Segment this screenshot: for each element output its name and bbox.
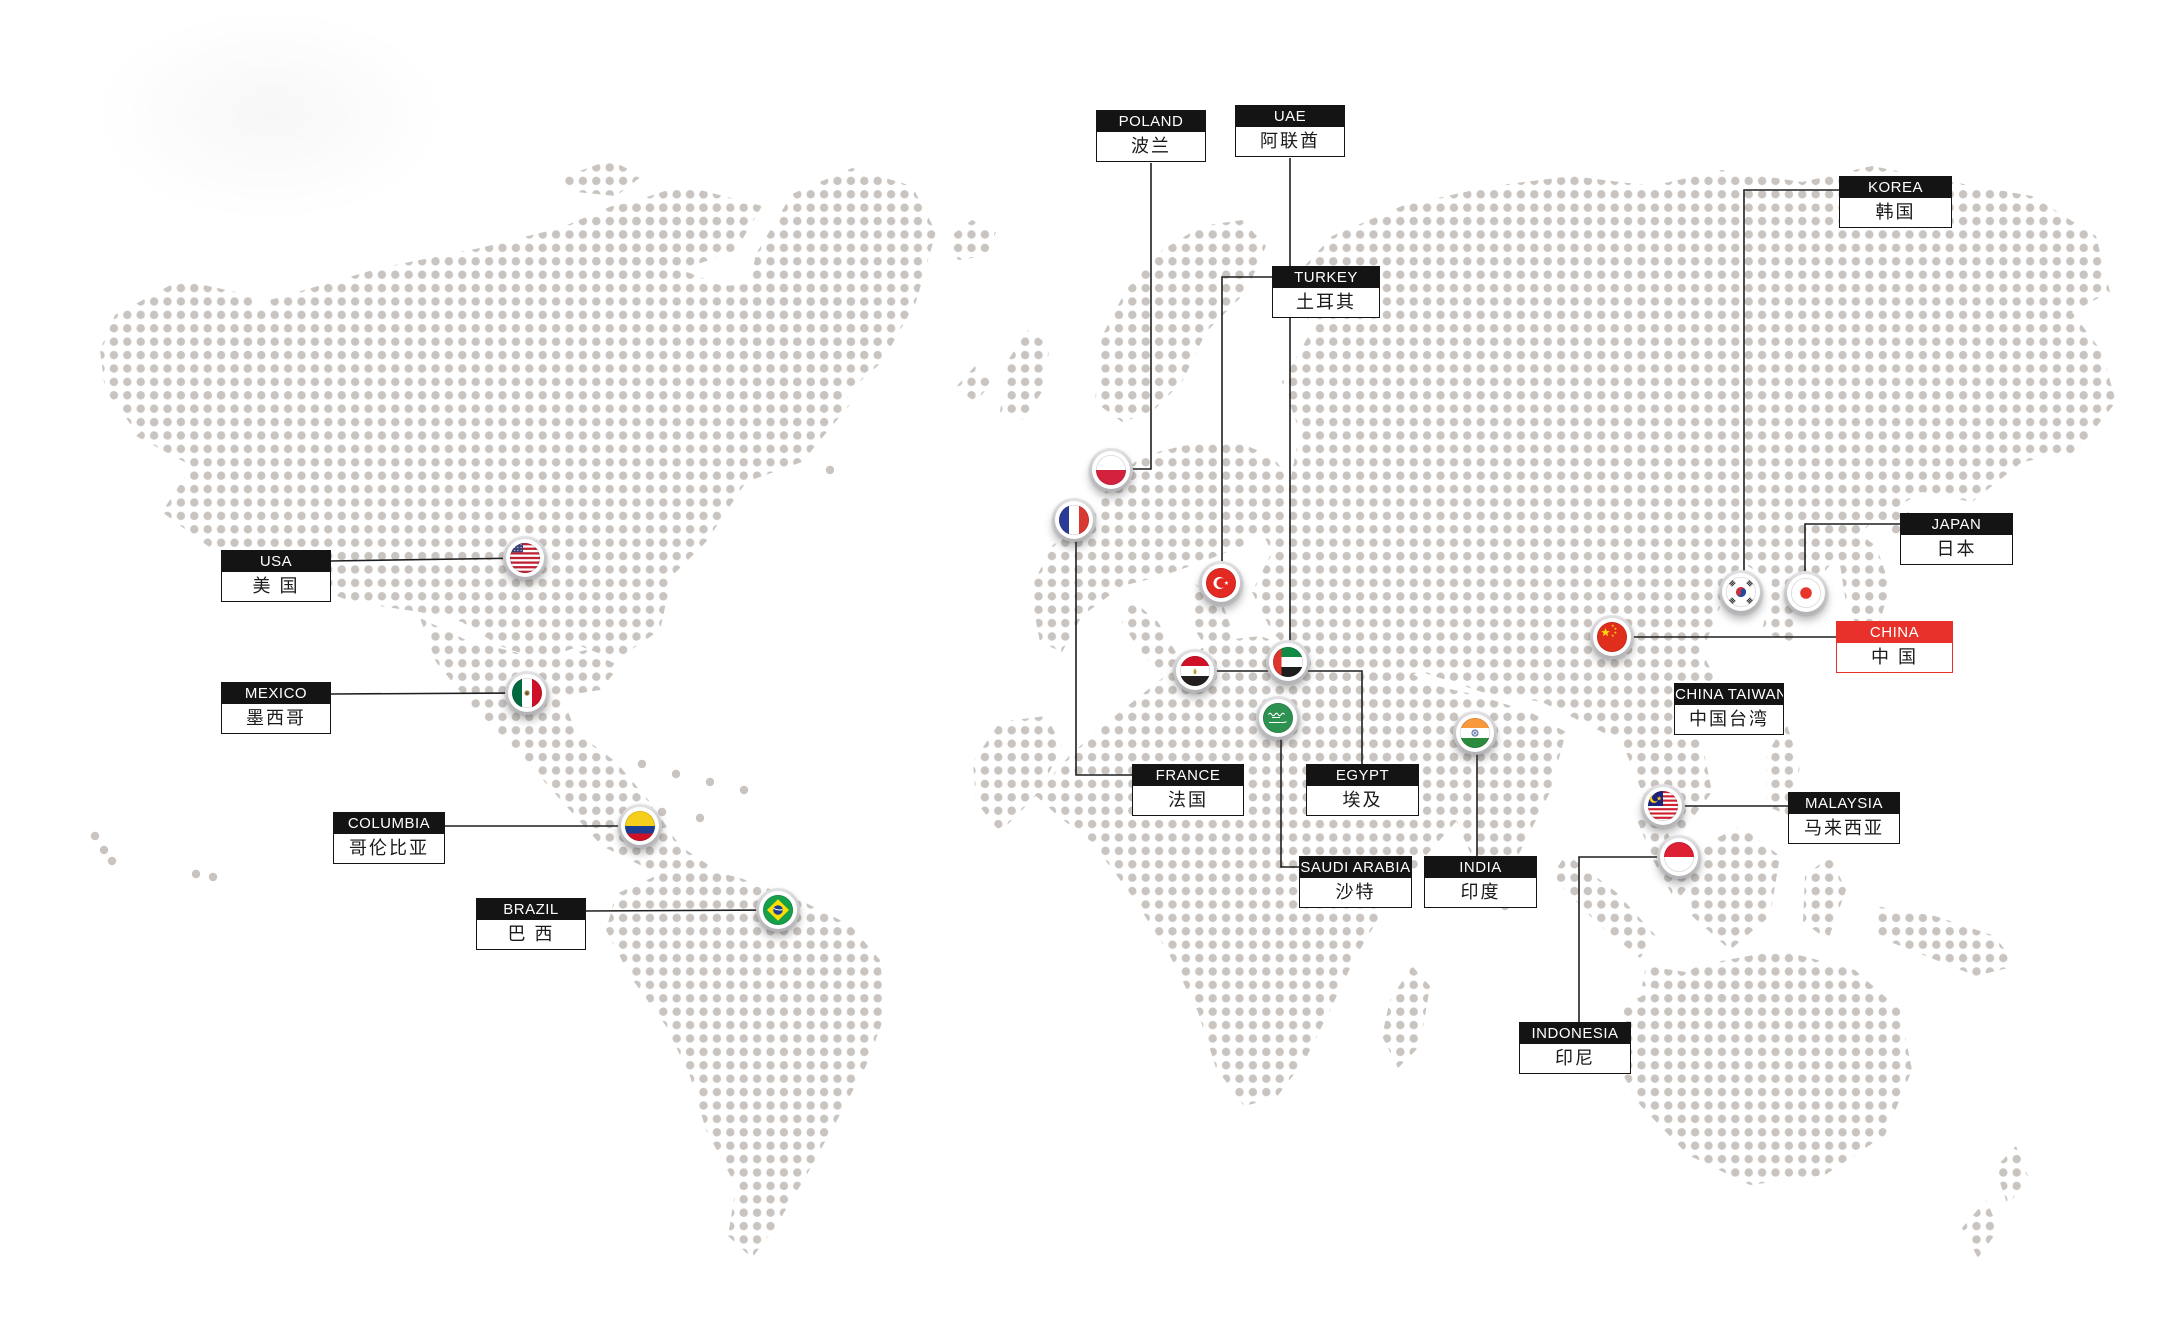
saudi_arabia-flag-icon [1263,703,1293,733]
brazil-flag-icon [763,895,793,925]
country-label-indonesia: INDONESIA 印尼 [1519,1022,1631,1074]
background-blob [80,0,460,230]
country-name-en: JAPAN [1901,514,2012,535]
france-flag-icon [1059,505,1089,535]
country-name-zh: 印度 [1425,878,1536,907]
country-label-france: FRANCE 法国 [1132,764,1244,816]
country-name-en: SAUDI ARABIA [1300,857,1411,878]
country-label-korea: KOREA 韩国 [1839,176,1952,228]
country-name-en: KOREA [1840,177,1951,198]
country-label-poland: POLAND 波兰 [1096,110,1206,162]
country-label-turkey: TURKEY 土耳其 [1272,266,1380,318]
country-label-columbia: COLUMBIA 哥伦比亚 [333,812,445,864]
japan-flag-icon [1791,578,1821,608]
country-name-zh: 印尼 [1520,1044,1630,1073]
flag-marker-china [1590,615,1634,659]
country-name-en: FRANCE [1133,765,1243,786]
flag-marker-indonesia [1657,835,1701,879]
country-name-en: TURKEY [1273,267,1379,288]
connector-france [1075,520,1132,776]
uae-flag-icon [1273,647,1303,677]
country-name-zh: 墨西哥 [222,704,330,733]
country-name-en: MALAYSIA [1789,793,1899,814]
country-label-china: CHINA 中 国 [1836,621,1953,673]
flag-marker-japan [1784,571,1828,615]
columbia-flag-icon [625,811,655,841]
poland-flag-icon [1096,455,1126,485]
country-name-en: CHINA TAIWAN [1675,684,1783,705]
flag-marker-mexico [505,671,549,715]
china-flag-icon [1597,622,1627,652]
country-name-zh: 阿联酋 [1236,127,1344,156]
connector-lines [329,158,1900,1022]
country-name-zh: 韩国 [1840,198,1951,227]
country-name-zh: 日本 [1901,535,2012,564]
country-label-japan: JAPAN 日本 [1900,513,2013,565]
flag-marker-poland [1089,448,1133,492]
country-name-zh: 美 国 [222,572,330,601]
flag-marker-brazil [756,888,800,932]
connector-mexico [329,692,528,695]
country-name-zh: 中 国 [1837,643,1952,672]
flag-marker-egypt [1173,649,1217,693]
country-name-zh: 沙特 [1300,878,1411,907]
flag-marker-france [1052,498,1096,542]
country-name-en: MEXICO [222,683,330,704]
flag-marker-usa [503,536,547,580]
country-label-egypt: EGYPT 埃及 [1306,764,1419,816]
flag-marker-korea [1719,570,1763,614]
indonesia-flag-icon [1664,842,1694,872]
country-name-en: INDONESIA [1520,1023,1630,1044]
country-name-zh: 埃及 [1307,786,1418,815]
connector-korea [1743,189,1839,592]
continents-dot-pattern [100,160,2116,1258]
country-name-en: INDIA [1425,857,1536,878]
country-name-en: UAE [1236,106,1344,127]
country-name-en: BRAZIL [477,899,585,920]
connector-usa [329,557,526,562]
country-name-zh: 中国台湾 [1675,705,1783,734]
country-name-en: COLUMBIA [334,813,444,834]
malaysia-flag-icon [1648,791,1678,821]
flag-marker-columbia [618,804,662,848]
country-label-brazil: BRAZIL 巴 西 [476,898,586,950]
country-name-zh: 法国 [1133,786,1243,815]
flag-marker-turkey [1199,561,1243,605]
turkey-flag-icon [1206,568,1236,598]
connector-japan [1804,523,1900,593]
connector-turkey [1221,276,1272,583]
connector-brazil [585,909,779,912]
flag-marker-malaysia [1641,784,1685,828]
country-label-saudi_arabia: SAUDI ARABIA 沙特 [1299,856,1412,908]
connector-saudi_arabia [1280,718,1299,868]
usa-flag-icon [510,543,540,573]
country-name-zh: 马来西亚 [1789,814,1899,843]
flag-marker-uae [1266,640,1310,684]
country-name-en: USA [222,551,330,572]
mexico-flag-icon [512,678,542,708]
connector-egypt [1195,670,1363,764]
connector-indonesia [1578,856,1679,1022]
flag-marker-india [1453,711,1497,755]
country-label-mexico: MEXICO 墨西哥 [221,682,331,734]
korea-flag-icon [1726,577,1756,607]
country-name-en: POLAND [1097,111,1205,132]
country-label-uae: UAE 阿联酋 [1235,105,1345,157]
country-name-zh: 巴 西 [477,920,585,949]
country-name-zh: 土耳其 [1273,288,1379,317]
country-label-malaysia: MALAYSIA 马来西亚 [1788,792,1900,844]
country-label-usa: USA 美 国 [221,550,331,602]
country-name-en: EGYPT [1307,765,1418,786]
country-name-zh: 哥伦比亚 [334,834,444,863]
egypt-flag-icon [1180,656,1210,686]
india-flag-icon [1460,718,1490,748]
country-name-en: CHINA [1837,622,1952,643]
flag-marker-saudi_arabia [1256,696,1300,740]
country-label-china_taiwan: CHINA TAIWAN 中国台湾 [1674,683,1784,735]
country-label-india: INDIA 印度 [1424,856,1537,908]
country-name-zh: 波兰 [1097,132,1205,161]
